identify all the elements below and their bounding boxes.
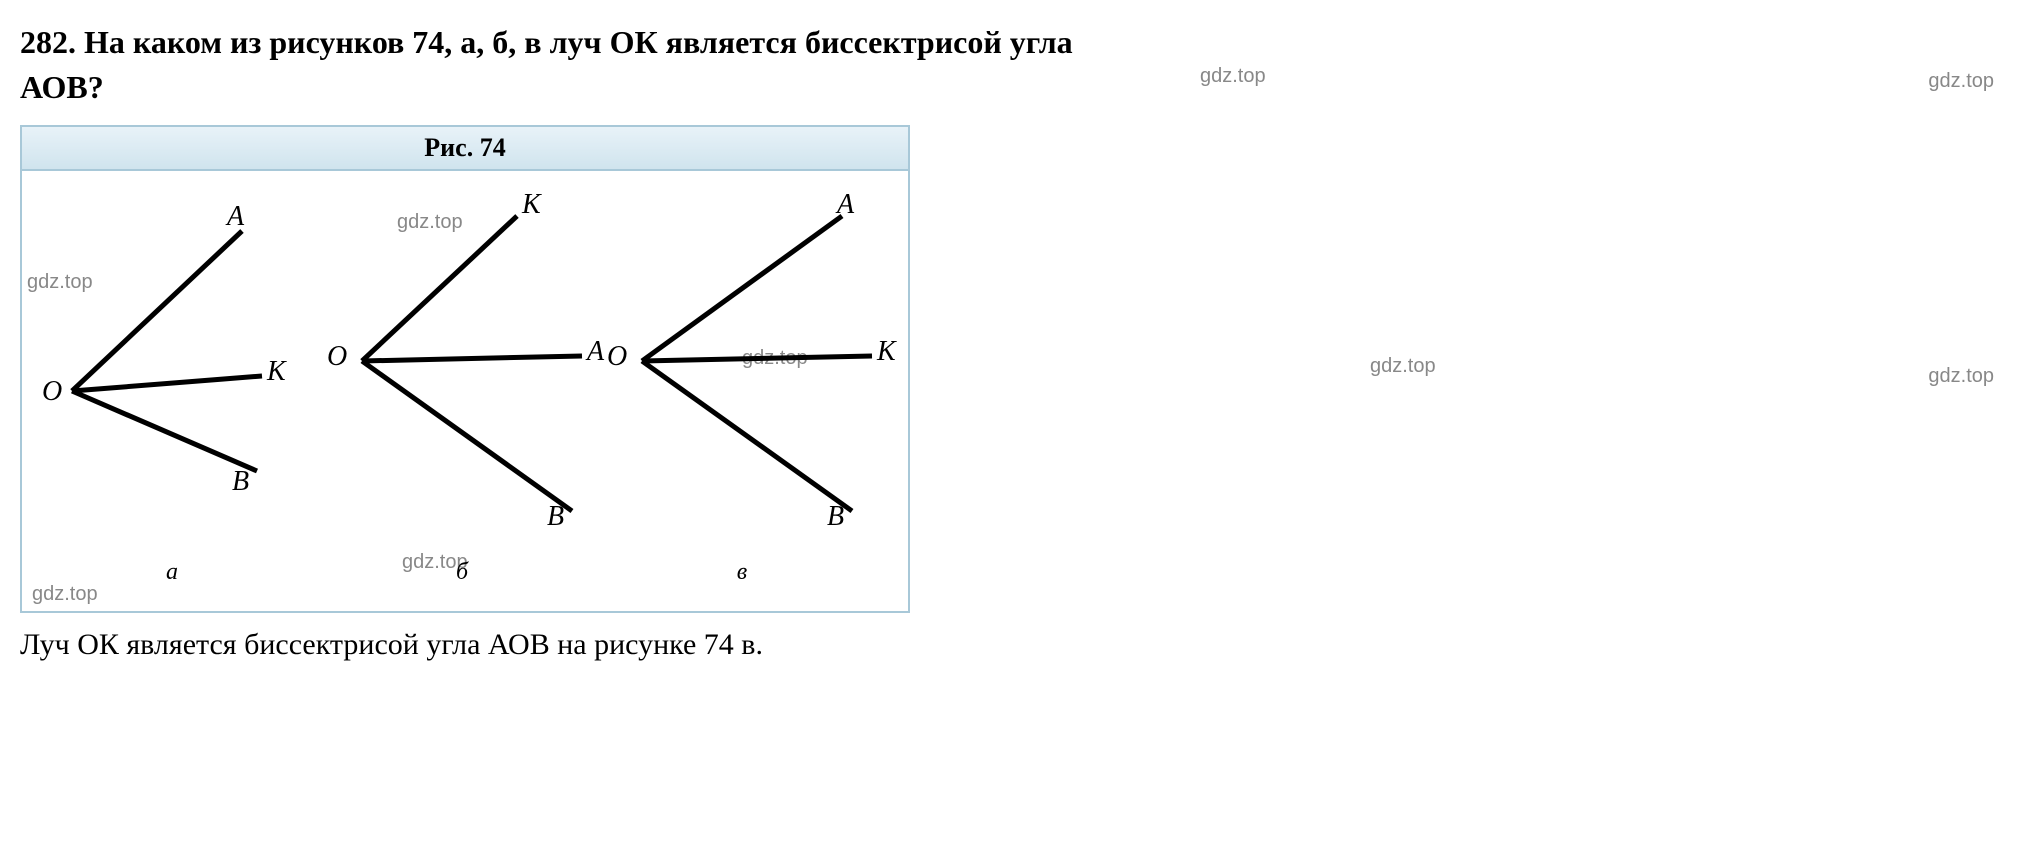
label-a-A: A xyxy=(227,201,244,233)
watermark-top-1: gdz.top xyxy=(1200,65,1266,88)
figure-title: Рис. 74 xyxy=(22,127,908,171)
diagram-b-svg xyxy=(322,201,602,531)
watermark-top-2: gdz.top xyxy=(1928,70,1994,93)
diagram-c-label: в xyxy=(737,559,747,586)
label-c-A: A xyxy=(837,189,854,221)
watermark-side-1: gdz.top xyxy=(1370,355,1436,378)
watermark-fig-5: gdz.top xyxy=(32,583,98,606)
label-b-B: B xyxy=(547,501,564,533)
problem-number: 282. xyxy=(20,24,76,60)
line-c-OA xyxy=(642,216,842,361)
line-b-OB xyxy=(362,361,572,511)
content-row: Рис. 74 gdz.top gdz.top gdz.top gdz.top … xyxy=(20,125,2014,613)
diagram-c: O A K B в xyxy=(602,201,882,561)
problem-statement: 282. На каком из рисунков 74, а, б, в лу… xyxy=(20,20,2014,110)
label-a-K: K xyxy=(267,356,286,388)
label-c-O: O xyxy=(607,341,627,373)
label-a-B: B xyxy=(232,466,249,498)
problem-container: 282. На каком из рисунков 74, а, б, в лу… xyxy=(20,20,2014,662)
diagram-a: O A K B а xyxy=(32,201,312,561)
diagram-c-svg xyxy=(602,201,892,531)
line-a-OK xyxy=(72,376,262,391)
problem-text-1: На каком из рисунков 74, а, б, в луч ОК … xyxy=(84,24,1073,60)
label-a-O: O xyxy=(42,376,62,408)
figure-body: gdz.top gdz.top gdz.top gdz.top gdz.top … xyxy=(22,171,908,611)
label-c-B: B xyxy=(827,501,844,533)
line-a-OA xyxy=(72,231,242,391)
diagram-b-label: б xyxy=(456,559,468,586)
answer-text: Луч ОК является биссектрисой угла АОВ на… xyxy=(20,628,2014,662)
diagram-a-label: а xyxy=(166,559,178,586)
diagram-b: O A K B б xyxy=(322,201,602,561)
figure-container: Рис. 74 gdz.top gdz.top gdz.top gdz.top … xyxy=(20,125,910,613)
label-c-K: K xyxy=(877,336,896,368)
line-c-OK xyxy=(642,356,872,361)
line-b-OA xyxy=(362,356,582,361)
label-b-O: O xyxy=(327,341,347,373)
line-a-OB xyxy=(72,391,257,471)
line-c-OB xyxy=(642,361,852,511)
line-b-OK xyxy=(362,216,517,361)
problem-text-2: АОВ? xyxy=(20,69,104,105)
watermark-side-2: gdz.top xyxy=(1928,365,1994,388)
label-b-K: K xyxy=(522,189,541,221)
